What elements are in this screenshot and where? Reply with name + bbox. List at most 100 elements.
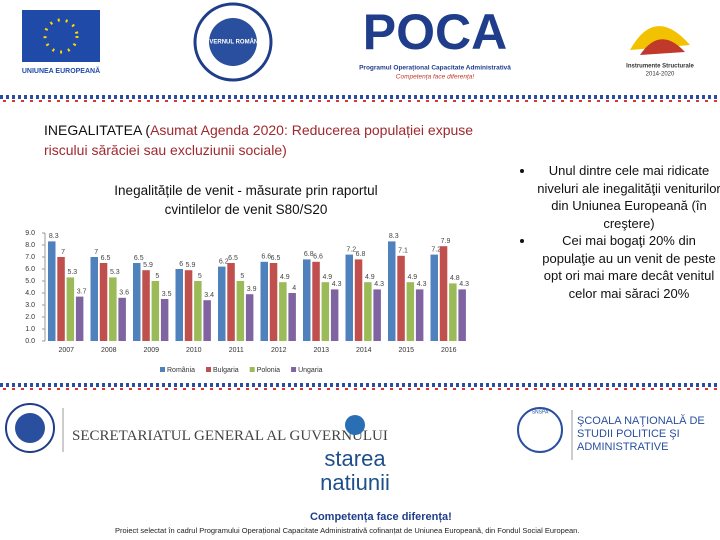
bar xyxy=(260,261,268,341)
is-logo-2 xyxy=(640,39,685,55)
x-tick-label: 2012 xyxy=(271,347,287,354)
y-tick-label: 5.0 xyxy=(25,278,35,285)
bar xyxy=(279,282,287,341)
bar xyxy=(142,270,150,341)
value-label: 8.3 xyxy=(49,233,59,240)
value-label: 4.8 xyxy=(450,275,460,282)
value-label: 4.9 xyxy=(322,274,332,281)
value-label: 5 xyxy=(155,273,159,280)
poca-motto: Competența face diferența! xyxy=(396,74,475,81)
value-label: 6.8 xyxy=(356,251,366,258)
bar xyxy=(203,300,211,341)
bar xyxy=(151,281,160,341)
bar xyxy=(194,281,202,341)
value-label: 5.9 xyxy=(143,262,153,269)
bar xyxy=(160,299,169,341)
legend-swatch xyxy=(160,367,165,372)
value-label: 4.9 xyxy=(280,274,290,281)
x-tick-label: 2008 xyxy=(101,347,117,354)
x-tick-label: 2016 xyxy=(441,347,457,354)
bar xyxy=(415,289,424,341)
value-label: 5.3 xyxy=(67,269,77,276)
value-label: 5 xyxy=(240,273,244,280)
value-label: 4.3 xyxy=(459,281,469,288)
footer-motto: Competența face diferența! xyxy=(310,511,452,523)
natiunii-label: natiunii xyxy=(320,470,390,495)
legend-swatch xyxy=(206,367,212,372)
value-label: 5.3 xyxy=(110,269,120,276)
value-label: 7.9 xyxy=(441,238,451,245)
value-label: 3.9 xyxy=(247,286,257,293)
value-label: 4 xyxy=(292,285,296,292)
sgg-seal-inner xyxy=(15,413,45,443)
bar xyxy=(218,266,226,341)
value-label: 6 xyxy=(179,261,183,268)
value-label: 6.5 xyxy=(101,255,111,262)
eu-flag xyxy=(22,10,100,62)
value-label: 3.6 xyxy=(119,290,129,297)
value-label: 6.2 xyxy=(219,258,229,265)
bar xyxy=(354,259,363,341)
bar xyxy=(449,283,457,341)
sgg-label: SECRETARIATUL GENERAL AL GUVERNULUI xyxy=(72,428,388,444)
y-tick-label: 7.0 xyxy=(25,254,35,261)
bar xyxy=(303,259,311,341)
bar xyxy=(184,270,193,341)
value-label: 5.9 xyxy=(186,262,196,269)
footer-note: Proiect selectat în cadrul Programului O… xyxy=(115,526,579,535)
value-label: 3.5 xyxy=(162,291,172,298)
sgg-seal xyxy=(5,403,55,453)
bar xyxy=(75,296,84,341)
bar xyxy=(321,282,330,341)
value-label: 3.7 xyxy=(77,288,87,295)
bar xyxy=(312,261,320,341)
bar xyxy=(48,241,56,341)
y-tick-label: 9.0 xyxy=(25,230,35,237)
value-label: 6.5 xyxy=(134,255,144,262)
heading-prefix: INEGALITATEA ( xyxy=(44,122,151,138)
heading-highlight: Asumat Agenda 2020: Reducerea populației… xyxy=(44,122,474,158)
bar xyxy=(288,293,296,341)
legend-swatch xyxy=(249,367,255,372)
value-label: 6.8 xyxy=(304,251,314,258)
value-label: 4.3 xyxy=(332,281,342,288)
y-tick-label: 4.0 xyxy=(25,290,35,297)
value-label: 4.3 xyxy=(374,281,384,288)
poca-sub: Programul Operațional Capacitate Adminis… xyxy=(359,65,511,72)
value-label: 4.9 xyxy=(365,274,375,281)
y-tick-label: 6.0 xyxy=(25,266,35,273)
y-tick-label: 1.0 xyxy=(25,326,35,333)
bar xyxy=(373,289,381,341)
chart-title: Inegalitățile de venit - măsurate prin r… xyxy=(114,183,378,217)
x-tick-label: 2014 xyxy=(356,347,372,354)
legend-label: România xyxy=(167,367,195,374)
value-label: 6.6 xyxy=(261,254,271,261)
bar xyxy=(175,269,183,341)
snspa-text: ŞCOALA NAŢIONALĂ DE STUDII POLITICE ŞI A… xyxy=(577,415,705,453)
bar xyxy=(430,254,438,341)
bar xyxy=(133,263,141,341)
value-label: 8.3 xyxy=(389,233,399,240)
bar xyxy=(227,263,235,341)
bar xyxy=(406,282,415,341)
x-tick-label: 2007 xyxy=(58,347,74,354)
value-label: 6.5 xyxy=(271,255,281,262)
bar xyxy=(99,263,108,341)
value-label: 5 xyxy=(198,273,202,280)
value-label: 7 xyxy=(61,249,65,256)
bar xyxy=(109,277,117,341)
starea-icon xyxy=(345,415,365,435)
bullet: Cei mai bogaţi 20% din populaţie au un v… xyxy=(535,232,720,302)
bar xyxy=(458,289,466,341)
eu-label: UNIUNEA EUROPEANĂ xyxy=(22,66,100,75)
x-tick-label: 2013 xyxy=(313,347,329,354)
value-label: 7.2 xyxy=(346,246,356,253)
legend-label: Ungaria xyxy=(298,367,323,374)
legend-swatch xyxy=(291,367,297,372)
poca-logo: POCA xyxy=(363,4,507,60)
legend-label: Bulgaria xyxy=(213,367,239,374)
bar xyxy=(57,257,65,341)
value-label: 4.3 xyxy=(417,281,427,288)
value-label: 7.1 xyxy=(398,248,408,255)
